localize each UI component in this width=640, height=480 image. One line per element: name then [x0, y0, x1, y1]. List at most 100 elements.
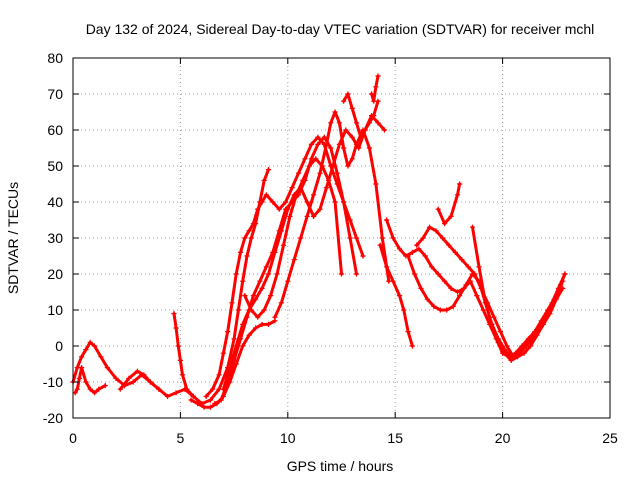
data-point	[250, 221, 257, 227]
data-point	[450, 303, 456, 309]
data-point	[304, 199, 310, 205]
data-point	[366, 120, 373, 126]
y-tick-label: -10	[43, 374, 63, 390]
data-point	[448, 213, 454, 219]
series-line	[406, 254, 565, 362]
data-point	[255, 314, 261, 320]
data-point	[141, 372, 147, 378]
data-point	[390, 278, 396, 284]
data-point	[405, 253, 411, 259]
data-point	[87, 339, 93, 345]
data-point	[358, 134, 364, 140]
data-point	[442, 278, 448, 284]
data-point	[259, 285, 265, 291]
data-point	[272, 314, 278, 320]
data-point	[291, 257, 297, 263]
data-point	[353, 271, 360, 277]
series-line	[243, 157, 343, 319]
data-point	[130, 379, 136, 385]
data-point	[98, 354, 104, 360]
data-point	[360, 253, 366, 259]
y-tick-label: 0	[55, 338, 63, 354]
data-point	[104, 365, 110, 371]
data-point	[480, 307, 486, 313]
data-point	[240, 278, 246, 284]
data-point	[298, 235, 304, 241]
data-point	[220, 393, 226, 399]
data-point	[396, 293, 403, 299]
data-point	[216, 372, 222, 378]
data-point	[534, 329, 540, 335]
y-tick-label: 40	[47, 194, 63, 210]
data-point	[349, 105, 355, 111]
data-point	[375, 98, 381, 104]
data-point	[328, 120, 334, 126]
y-axis-label: SDTVAR / TECUs	[5, 182, 21, 294]
data-point	[147, 379, 153, 385]
data-point	[250, 293, 257, 299]
series-track-13	[405, 253, 566, 363]
data-point	[323, 185, 330, 191]
data-point	[366, 145, 373, 151]
data-point	[276, 206, 282, 212]
data-point	[190, 393, 196, 399]
data-point	[237, 249, 244, 255]
data-point	[225, 329, 231, 335]
x-tick-label: 5	[177, 430, 185, 446]
data-point	[341, 145, 347, 151]
data-point	[401, 307, 407, 313]
data-point	[444, 307, 450, 313]
data-point	[83, 347, 89, 353]
data-point	[83, 379, 89, 385]
data-point	[285, 206, 291, 212]
data-point	[285, 278, 291, 284]
data-point	[171, 311, 177, 317]
grid-layer	[73, 58, 610, 418]
data-point	[268, 293, 274, 299]
data-point	[435, 206, 441, 212]
data-point	[87, 386, 93, 392]
data-point	[482, 300, 489, 306]
data-point	[341, 199, 347, 205]
data-point	[371, 113, 377, 119]
data-point	[293, 192, 299, 198]
chart-title: Day 132 of 2024, Sidereal Day-to-day VTE…	[86, 21, 595, 37]
data-point	[418, 285, 424, 291]
data-point	[332, 199, 338, 205]
data-point	[261, 307, 267, 313]
data-point	[560, 278, 566, 284]
x-tick-label: 0	[69, 430, 77, 446]
series-track-18	[341, 91, 381, 140]
data-point	[562, 271, 568, 277]
data-point	[521, 343, 527, 349]
x-axis-label: GPS time / hours	[287, 458, 394, 474]
data-point	[405, 329, 411, 335]
data-point	[278, 228, 284, 234]
data-point	[214, 401, 220, 407]
data-point	[332, 109, 338, 115]
data-point	[313, 156, 319, 162]
data-point	[414, 242, 420, 248]
series-track-11	[377, 242, 415, 349]
data-point	[379, 235, 385, 241]
data-point	[353, 141, 360, 147]
data-point	[287, 213, 293, 219]
series-line	[370, 74, 380, 103]
y-tick-label: -20	[43, 410, 63, 426]
data-point	[76, 375, 83, 381]
data-point	[255, 206, 261, 212]
series-line	[471, 225, 565, 359]
data-point	[390, 235, 396, 241]
data-point	[248, 307, 254, 313]
x-tick-label: 15	[387, 430, 403, 446]
data-point	[448, 285, 454, 291]
data-point	[310, 192, 317, 198]
data-point	[126, 375, 132, 381]
data-point	[409, 249, 415, 255]
data-point	[321, 134, 327, 140]
data-point	[233, 343, 239, 349]
data-point	[373, 181, 379, 187]
data-point	[426, 224, 433, 230]
